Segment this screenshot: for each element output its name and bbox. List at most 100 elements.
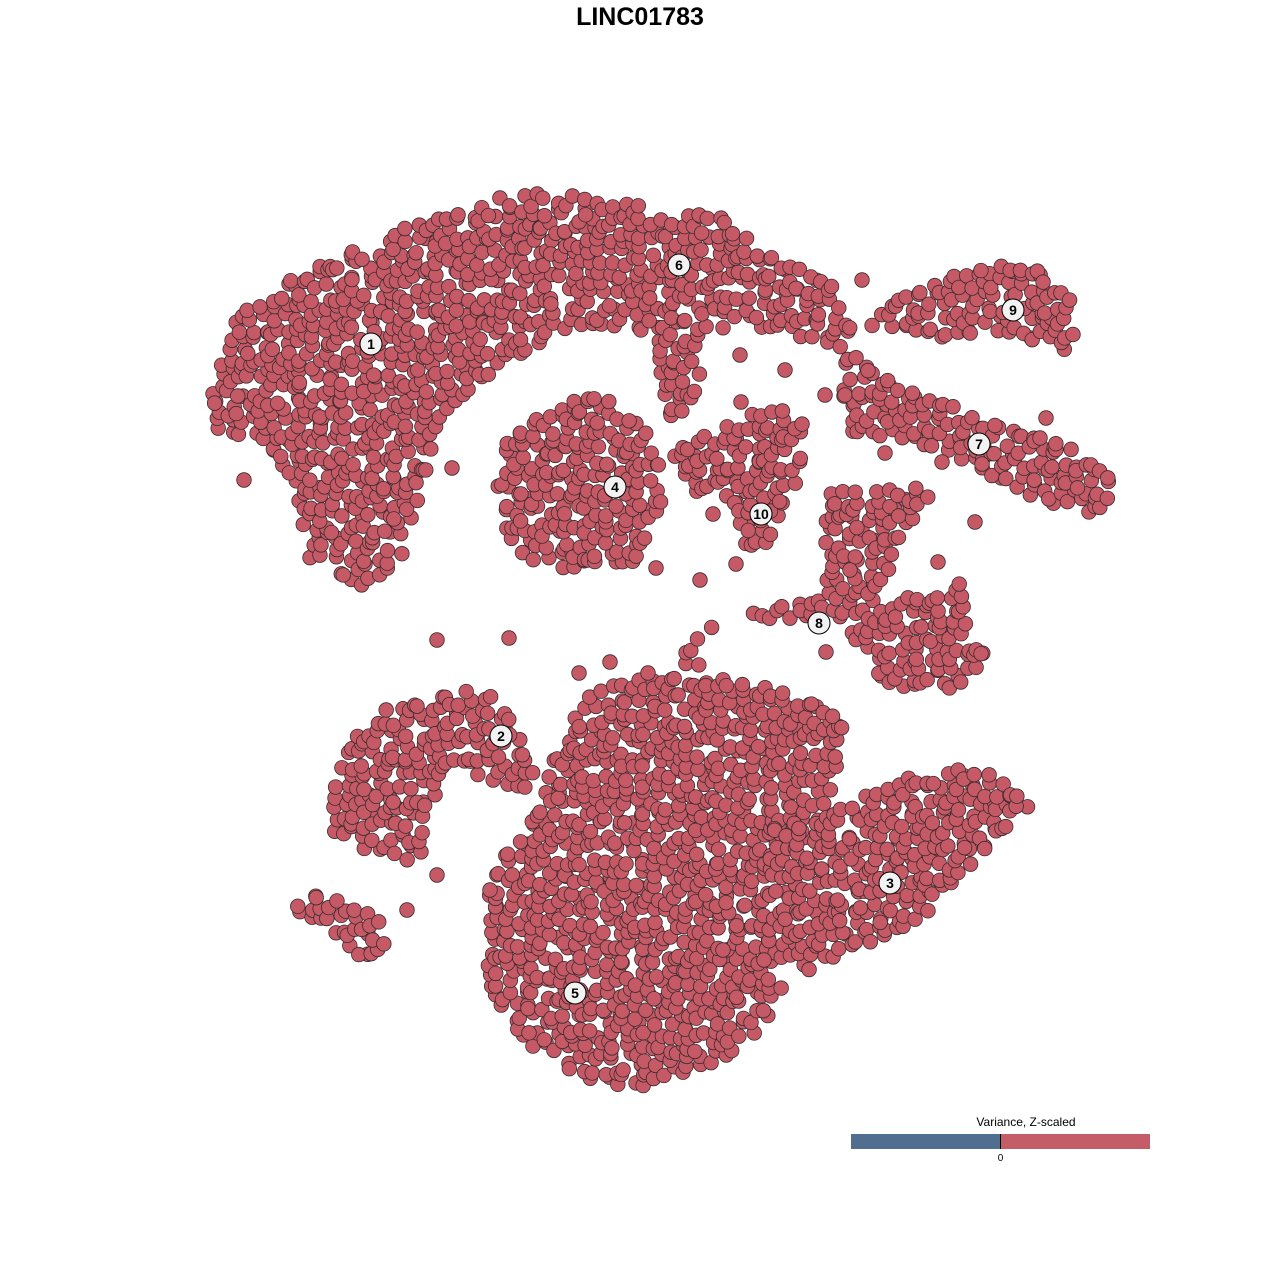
cell-point-cluster-8 [847, 549, 863, 565]
cluster-label-text: 6 [675, 257, 683, 273]
cell-point-cluster-minor [329, 893, 345, 909]
cell-point-cluster-8 [703, 619, 720, 636]
cell-point-cluster-5 [581, 1023, 598, 1039]
cell-point-cluster-5 [607, 835, 623, 851]
cell-point-cluster-1 [501, 198, 518, 214]
cell-point-cluster-6 [804, 329, 820, 345]
cell-point-cluster-6 [577, 207, 594, 223]
cell-point-cluster-6 [736, 244, 752, 260]
cell-point-cluster-3 [882, 902, 899, 919]
cell-point [733, 394, 749, 410]
cell-point-cluster-5 [615, 1062, 631, 1078]
cluster-label-text: 9 [1009, 302, 1017, 318]
cell-point-cluster-1 [302, 472, 318, 488]
cell-point-cluster-5 [742, 722, 759, 738]
cell-point-cluster-1 [231, 324, 248, 340]
cell-point-cluster-6 [693, 242, 709, 258]
cell-point [571, 665, 587, 681]
cell-point [818, 644, 834, 660]
cell-point-cluster-10 [792, 450, 809, 467]
cell-point-cluster-8 [869, 484, 885, 500]
cell-point-cluster-8 [849, 519, 865, 536]
cell-point-cluster-8 [929, 590, 945, 606]
cell-point [715, 942, 731, 958]
chart-title: LINC01783 [576, 3, 704, 31]
cell-point [705, 506, 721, 522]
cell-point-cluster-5 [774, 685, 791, 701]
cell-point-cluster-3 [981, 767, 997, 783]
cell-point-cluster-1 [335, 567, 351, 583]
cell-point-cluster-1 [409, 324, 425, 340]
cell-point-cluster-4 [590, 438, 607, 455]
cell-point-cluster-2 [385, 794, 401, 810]
cell-point-cluster-5 [634, 758, 650, 774]
cell-point-cluster-1 [479, 346, 496, 362]
cell-point-cluster-4 [650, 457, 667, 473]
cell-point-cluster-4 [608, 498, 624, 514]
cell-point-cluster-5 [734, 676, 751, 693]
cell-point-cluster-1 [356, 287, 372, 304]
cell-point-cluster-7 [872, 427, 888, 444]
cell-point [648, 560, 664, 576]
cell-point-cluster-3 [919, 870, 935, 887]
cell-point-cluster-7 [1041, 491, 1057, 507]
cell-point-cluster-5 [670, 687, 686, 703]
cell-point-cluster-1 [397, 220, 413, 237]
cell-point-cluster-8 [951, 576, 967, 592]
cluster-label-10: 10 [749, 502, 773, 526]
cell-point-cluster-8 [835, 580, 851, 597]
cell-point-cluster-5 [666, 670, 682, 687]
cell-point-cluster-5 [737, 897, 753, 914]
cell-point [930, 554, 946, 570]
cell-point-cluster-8 [872, 571, 889, 588]
cell-point [974, 456, 990, 472]
cell-point [934, 454, 950, 470]
cell-point-cluster-5 [509, 939, 526, 955]
cell-point-cluster-1 [394, 546, 410, 562]
cell-point-cluster-6 [716, 214, 732, 231]
cell-point-cluster-5 [521, 1025, 537, 1041]
cell-point-cluster-2 [353, 758, 369, 774]
cell-point-cluster-10 [679, 441, 696, 458]
cell-point-cluster-5 [532, 804, 548, 820]
cell-point-cluster-8 [973, 645, 989, 662]
cell-point [967, 514, 983, 530]
cell-point-cluster-5 [728, 918, 745, 934]
cell-point-cluster-7 [1100, 470, 1116, 486]
cell-point-cluster-3 [1009, 788, 1025, 804]
cell-point-cluster-9 [921, 296, 937, 312]
cell-point-cluster-8 [908, 480, 924, 497]
cell-point-cluster-4 [513, 486, 529, 502]
cell-point-cluster-6 [832, 338, 848, 355]
cell-point-cluster-1 [439, 363, 455, 380]
cell-point-cluster-9 [983, 279, 999, 296]
cluster-label-text: 10 [753, 506, 769, 522]
cell-point-cluster-2 [482, 689, 499, 705]
cell-point-cluster-9 [982, 303, 998, 320]
cell-point-cluster-2 [399, 852, 415, 868]
cell-point-cluster-9 [1035, 274, 1051, 290]
cell-point-cluster-5 [718, 677, 734, 694]
cell-point-cluster-4 [599, 456, 615, 473]
cell-point-cluster-3 [862, 934, 879, 950]
cell-point-cluster-5 [833, 719, 850, 736]
cell-point-cluster-3 [989, 789, 1005, 805]
cell-point-cluster-7 [986, 446, 1002, 462]
cell-point-cluster-2 [403, 781, 419, 797]
cell-point-cluster-5 [760, 971, 777, 988]
cell-point-cluster-6 [791, 261, 808, 278]
cell-point-cluster-8 [883, 546, 900, 562]
cell-point [1032, 430, 1048, 446]
cell-point-cluster-3 [956, 839, 973, 856]
cell-point-cluster-4 [515, 449, 531, 466]
cell-point-cluster-1 [423, 441, 439, 457]
cell-point-cluster-5 [618, 772, 634, 789]
cell-point-cluster-7 [904, 385, 921, 401]
cell-point-cluster-8 [774, 599, 790, 615]
cell-point-cluster-1 [536, 278, 553, 294]
cell-point-cluster-3 [997, 818, 1014, 835]
cell-point-cluster-5 [773, 980, 789, 996]
cell-point [444, 460, 460, 476]
cell-point-cluster-6 [641, 313, 657, 329]
cell-point-cluster-1 [269, 395, 286, 412]
